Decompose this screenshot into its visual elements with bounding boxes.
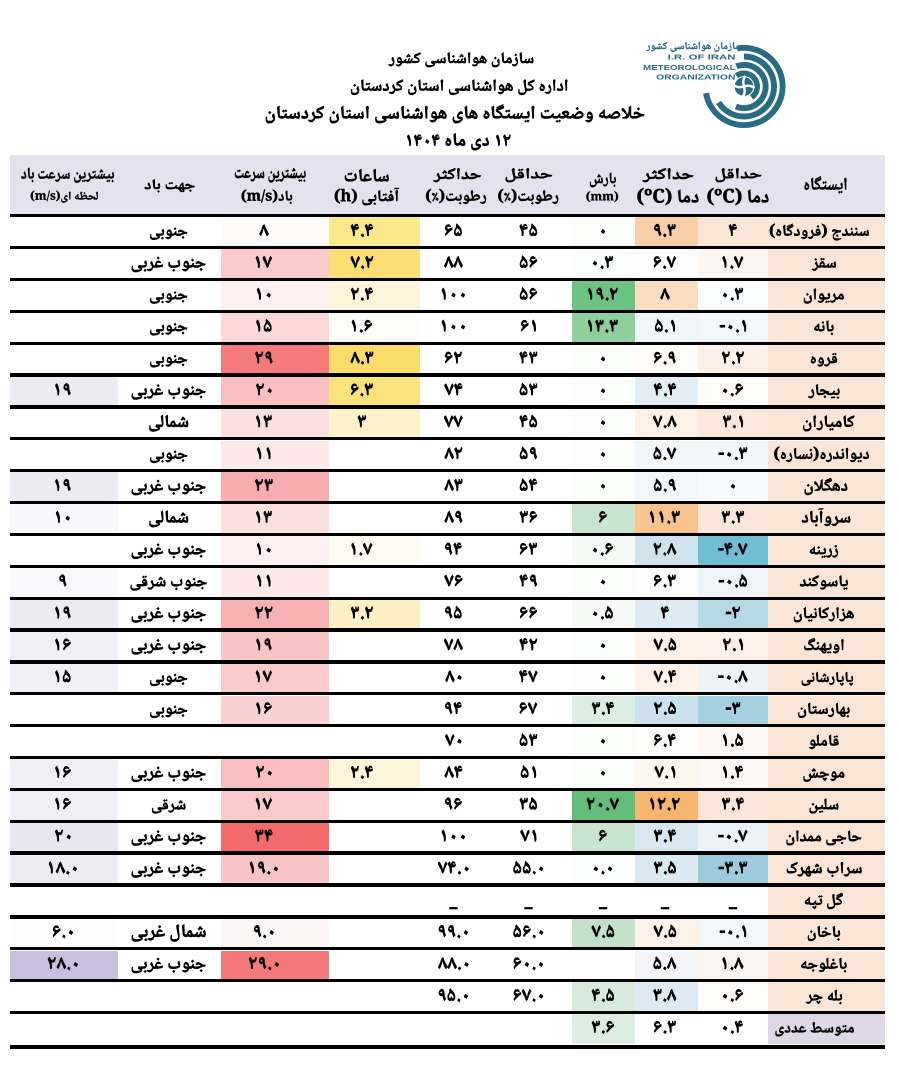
svg-text:ORGANIZATION: ORGANIZATION [656,72,735,81]
svg-text:METEOROLOGICAL: METEOROLOGICAL [643,63,736,72]
svg-text:I.R. OF IRAN: I.R. OF IRAN [668,53,736,62]
